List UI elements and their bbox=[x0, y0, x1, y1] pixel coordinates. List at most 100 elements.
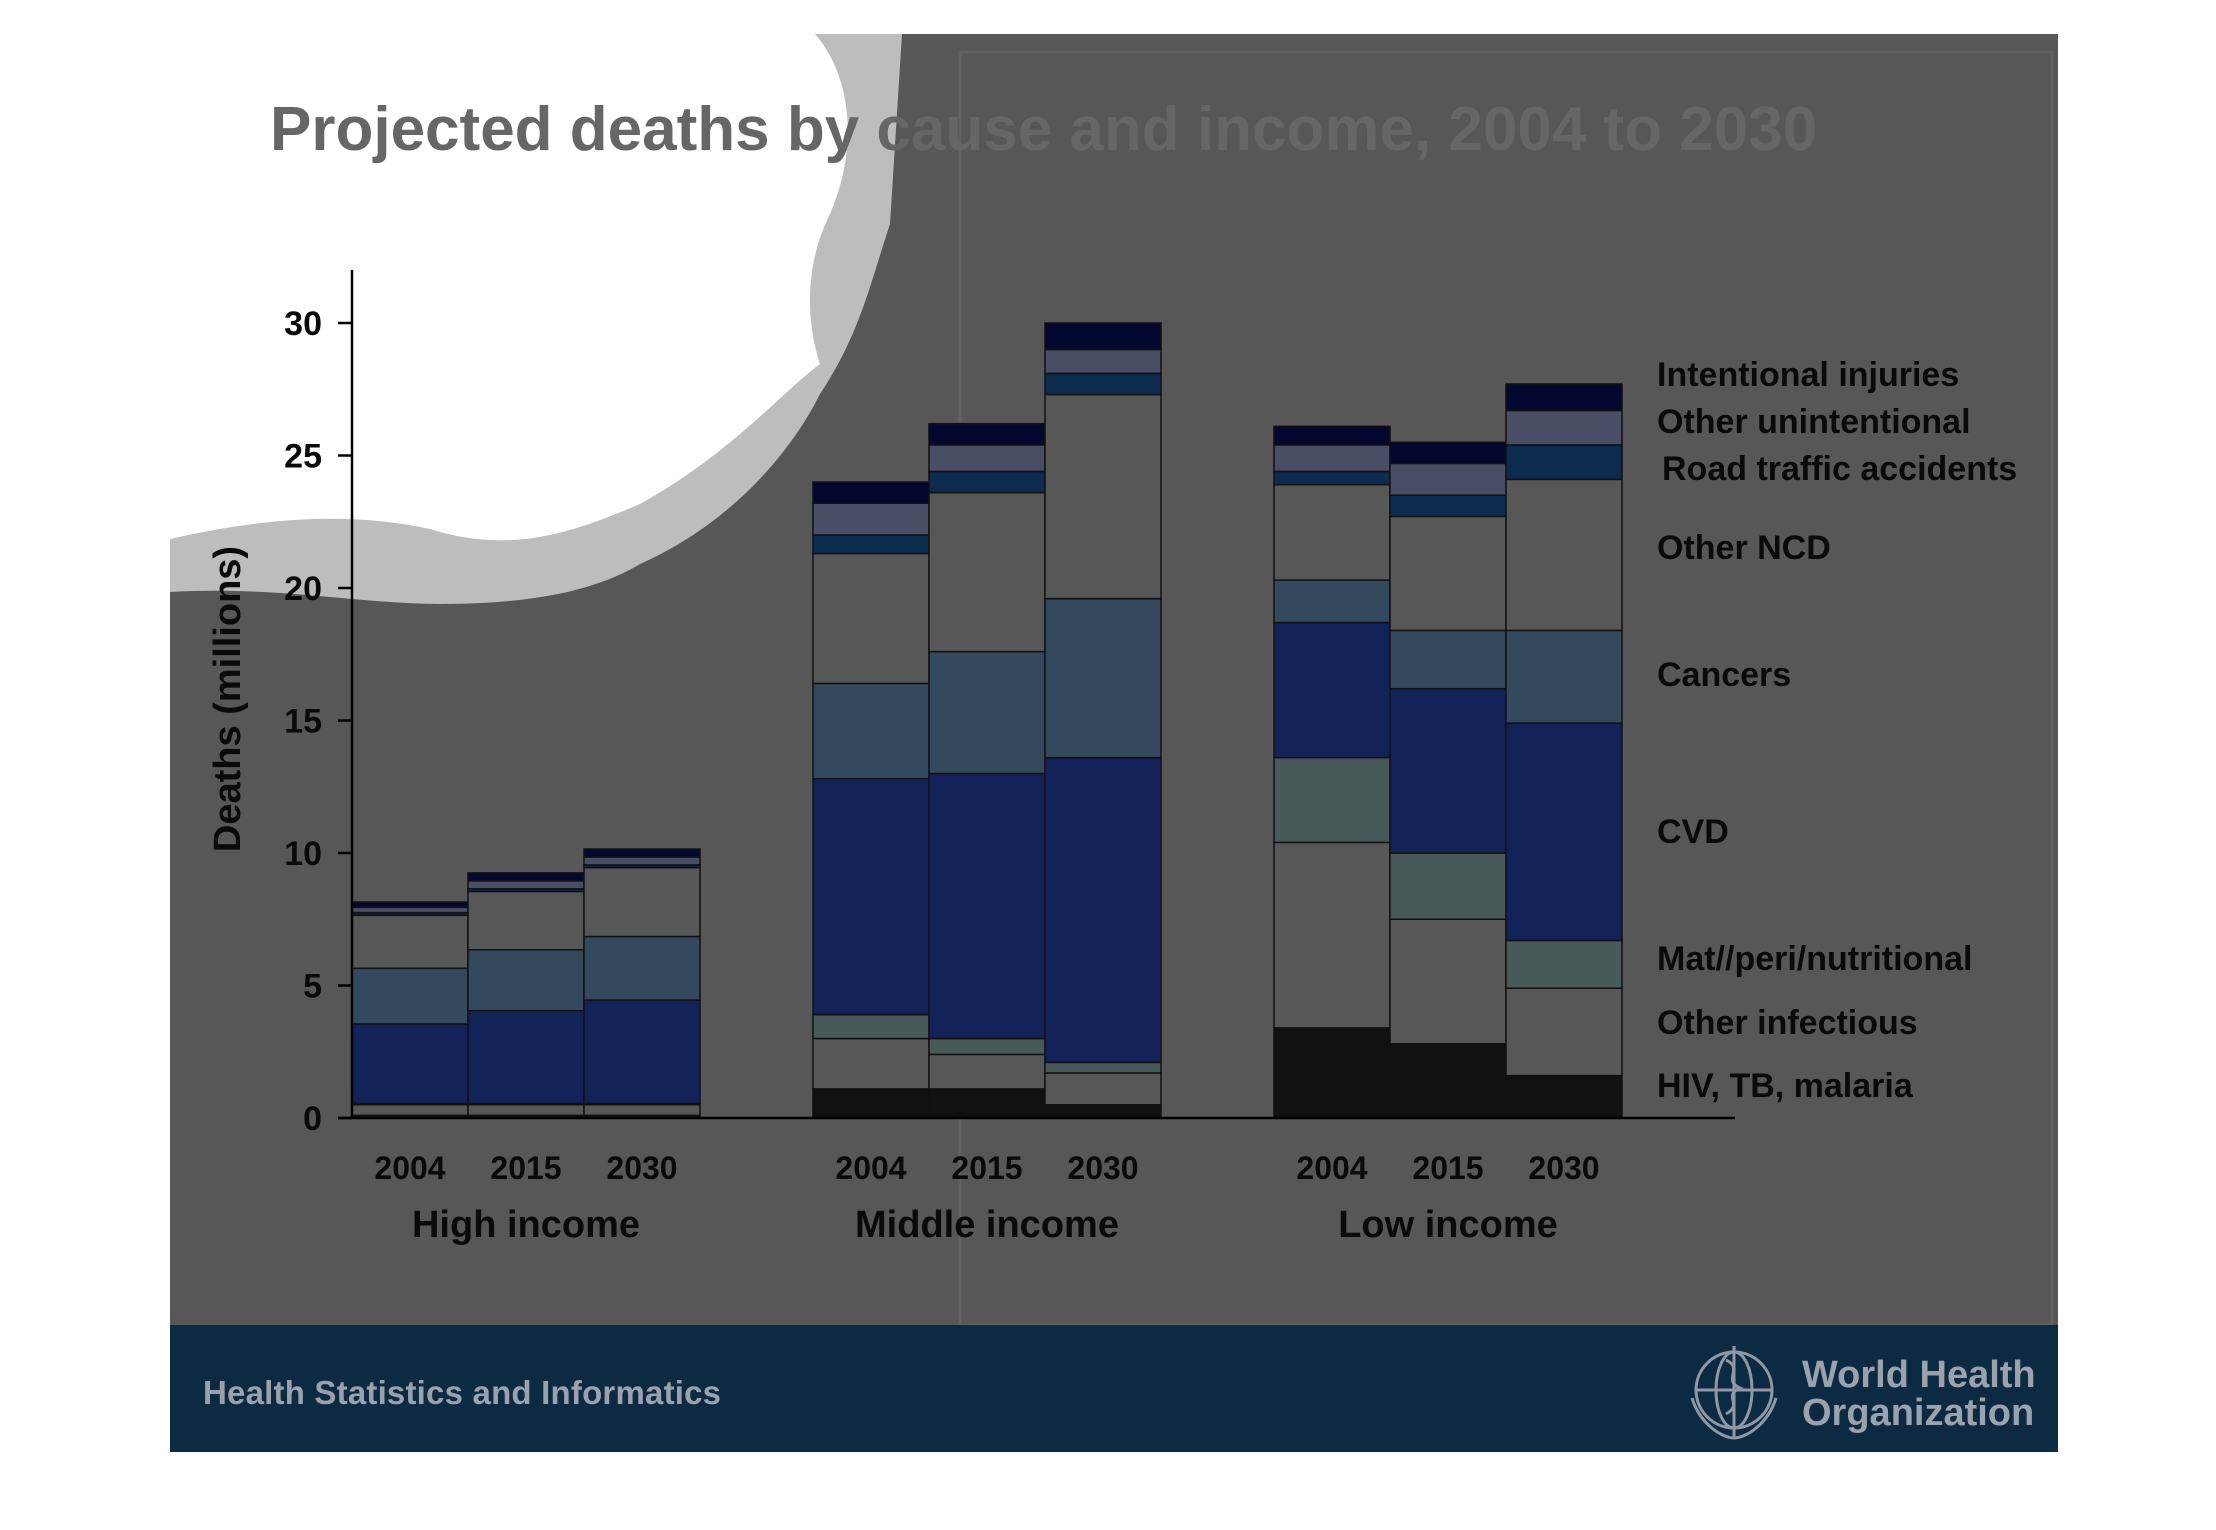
legend: HIV, TB, malaria Other infectious Mat//per… bbox=[1657, 356, 2017, 1105]
bar-segment bbox=[928, 650, 1046, 775]
slide: Projected deaths by cause and income, 20… bbox=[170, 34, 2058, 1452]
bar-segment bbox=[1389, 629, 1507, 690]
bar-segment bbox=[467, 1009, 585, 1105]
bar-segment bbox=[467, 948, 585, 1012]
chart-title: Projected deaths by cause and income, 20… bbox=[270, 95, 1817, 164]
bar-segment bbox=[1044, 1061, 1162, 1074]
bar-segment bbox=[1044, 322, 1162, 351]
bar-segment bbox=[583, 935, 701, 1001]
footer-text: Health Statistics and Informatics bbox=[203, 1374, 722, 1411]
bar-segment bbox=[812, 481, 930, 504]
bar-segment bbox=[351, 967, 469, 1025]
bar-segment bbox=[583, 856, 701, 866]
y-tick-label: 25 bbox=[284, 438, 322, 476]
legend-entry: CVD bbox=[1657, 813, 1729, 851]
year-tick-label: 2030 bbox=[1528, 1150, 1599, 1186]
bar-segment bbox=[1505, 478, 1623, 632]
bar-segment bbox=[928, 1053, 1046, 1090]
year-tick-label: 2030 bbox=[1067, 1150, 1138, 1186]
legend-entry: Mat//peri/nutritional bbox=[1657, 940, 1972, 978]
bar-segment bbox=[1044, 1072, 1162, 1106]
bar-segment bbox=[583, 999, 701, 1105]
bar-segment bbox=[351, 914, 469, 970]
year-tick-label: 2030 bbox=[606, 1150, 677, 1186]
bar-segment bbox=[928, 470, 1046, 494]
bar-segment bbox=[1505, 383, 1623, 412]
year-tick-label: 2015 bbox=[1412, 1150, 1483, 1186]
bar-segment bbox=[1273, 621, 1391, 759]
bar-segment bbox=[1389, 687, 1507, 854]
bar-segment bbox=[1505, 939, 1623, 989]
who-emblem-icon bbox=[1690, 1346, 1778, 1440]
y-axis-label: Deaths (millions) bbox=[207, 546, 249, 852]
bar-segment bbox=[928, 422, 1046, 446]
bar-segment bbox=[812, 502, 930, 536]
bar-segment bbox=[1044, 348, 1162, 375]
bar-segment bbox=[1389, 1043, 1507, 1119]
bars bbox=[351, 322, 1623, 1119]
year-tick-label: 2004 bbox=[1296, 1150, 1367, 1186]
bar-segment bbox=[1273, 756, 1391, 844]
bar-segment bbox=[583, 848, 701, 858]
bar-segment bbox=[812, 778, 930, 1016]
bar-segment bbox=[1273, 841, 1391, 1029]
bar-segment bbox=[467, 872, 585, 882]
bar-segment bbox=[1389, 918, 1507, 1045]
bar-segment bbox=[467, 890, 585, 951]
legend-entry: Intentional injuries bbox=[1657, 356, 1959, 394]
background-white-shape bbox=[170, 34, 848, 541]
bar-segment bbox=[583, 866, 701, 938]
y-tick-label: 20 bbox=[284, 570, 322, 608]
legend-entry: Other infectious bbox=[1657, 1004, 1918, 1042]
legend-entry: HIV, TB, malaria bbox=[1657, 1067, 1914, 1105]
legend-entry: Other unintentional bbox=[1657, 403, 1971, 441]
bar-segment bbox=[1273, 483, 1391, 581]
bar-segment bbox=[928, 444, 1046, 473]
bar-segment bbox=[1505, 409, 1623, 446]
bar-segment bbox=[351, 1023, 469, 1105]
legend-entry: Road traffic accidents bbox=[1662, 450, 2017, 488]
bar-segment bbox=[812, 682, 930, 780]
bar-segment bbox=[467, 1104, 585, 1117]
bar-segment bbox=[928, 1088, 1046, 1119]
year-tick-label: 2004 bbox=[374, 1150, 445, 1186]
y-tick-label: 15 bbox=[284, 703, 322, 741]
bar-segment bbox=[1505, 987, 1623, 1077]
chart: Projected deaths by cause and income, 20… bbox=[170, 34, 2058, 1325]
year-tick-label: 2015 bbox=[951, 1150, 1022, 1186]
bar-segment bbox=[1505, 629, 1623, 724]
y-tick-label: 0 bbox=[303, 1100, 322, 1138]
bar-segment bbox=[812, 552, 930, 685]
group-label: High income bbox=[412, 1204, 640, 1246]
bar-segment bbox=[1389, 852, 1507, 920]
year-tick-label: 2015 bbox=[490, 1150, 561, 1186]
bar-segment bbox=[812, 1013, 930, 1040]
bar-segment bbox=[467, 880, 585, 890]
y-tick-label: 30 bbox=[284, 305, 322, 343]
organization-name-line-2: Organization bbox=[1802, 1392, 2035, 1434]
bar-segment bbox=[1389, 462, 1507, 497]
bar-segment bbox=[583, 1104, 701, 1117]
bar-segment bbox=[1389, 515, 1507, 632]
bar-segment bbox=[351, 906, 469, 914]
bar-segment bbox=[1505, 1074, 1623, 1119]
bar-segment bbox=[928, 491, 1046, 653]
legend-entry: Cancers bbox=[1657, 656, 1791, 694]
bar-segment bbox=[1389, 494, 1507, 518]
bar-segment bbox=[1505, 444, 1623, 481]
bar-segment bbox=[1044, 756, 1162, 1064]
bar-segment bbox=[1273, 444, 1391, 473]
bar-segment bbox=[1273, 425, 1391, 446]
bar-segment bbox=[928, 1037, 1046, 1056]
bar-segment bbox=[351, 901, 469, 909]
bar-segment bbox=[1044, 1104, 1162, 1119]
organization-name: World Health Organization bbox=[1802, 1356, 2036, 1432]
bar-segment bbox=[1273, 579, 1391, 624]
bar-segment bbox=[812, 1037, 930, 1090]
bar-segment bbox=[1505, 722, 1623, 942]
group-label: Middle income bbox=[855, 1204, 1119, 1246]
bar-segment bbox=[351, 1104, 469, 1117]
group-label: Low income bbox=[1338, 1204, 1558, 1246]
bar-segment bbox=[1044, 393, 1162, 600]
